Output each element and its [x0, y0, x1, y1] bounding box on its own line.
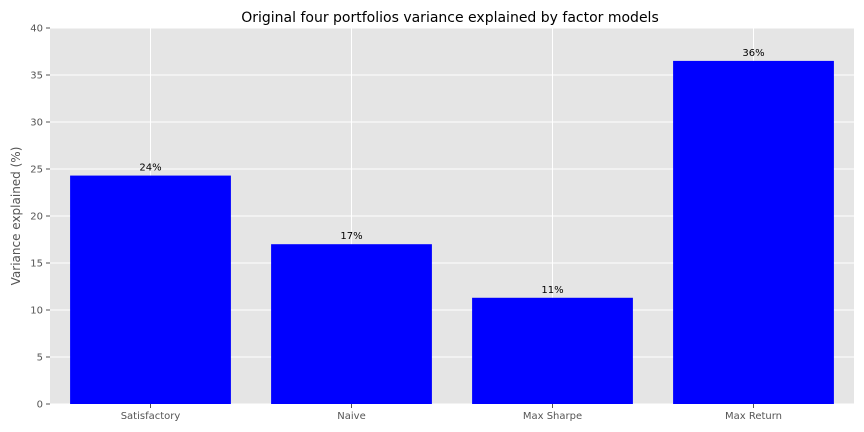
x-tick-label: Satisfactory [121, 411, 181, 422]
bar-value-label: 17% [340, 231, 362, 242]
bar [70, 175, 231, 404]
y-tick-label: 0 [37, 400, 43, 411]
y-tick-label: 20 [30, 212, 43, 223]
bar [673, 60, 834, 405]
bar [472, 297, 633, 404]
bar-value-label: 24% [139, 163, 161, 174]
x-axis: Satisfactory Naive Max Sharpe Max Return [121, 404, 782, 422]
y-tick-label: 5 [37, 353, 43, 364]
y-tick-label: 40 [30, 24, 43, 35]
y-tick-label: 25 [30, 165, 43, 176]
x-tick-label: Max Sharpe [523, 411, 582, 422]
chart-title: Original four portfolios variance explai… [241, 10, 659, 26]
y-axis: 0 5 10 15 20 25 30 35 40 [30, 24, 50, 411]
y-tick-label: 10 [30, 306, 43, 317]
x-tick-label: Max Return [725, 411, 782, 422]
bars-group [70, 60, 834, 405]
bar-value-label: 11% [541, 285, 563, 296]
bar-value-label: 36% [742, 48, 764, 59]
y-tick-label: 35 [30, 71, 43, 82]
y-tick-label: 15 [30, 259, 43, 270]
bar [271, 244, 432, 404]
y-axis-label: Variance explained (%) [9, 147, 23, 286]
x-tick-label: Naive [337, 411, 365, 422]
data-labels-group: 24% 17% 11% 36% [139, 48, 764, 296]
y-tick-label: 30 [30, 118, 43, 129]
